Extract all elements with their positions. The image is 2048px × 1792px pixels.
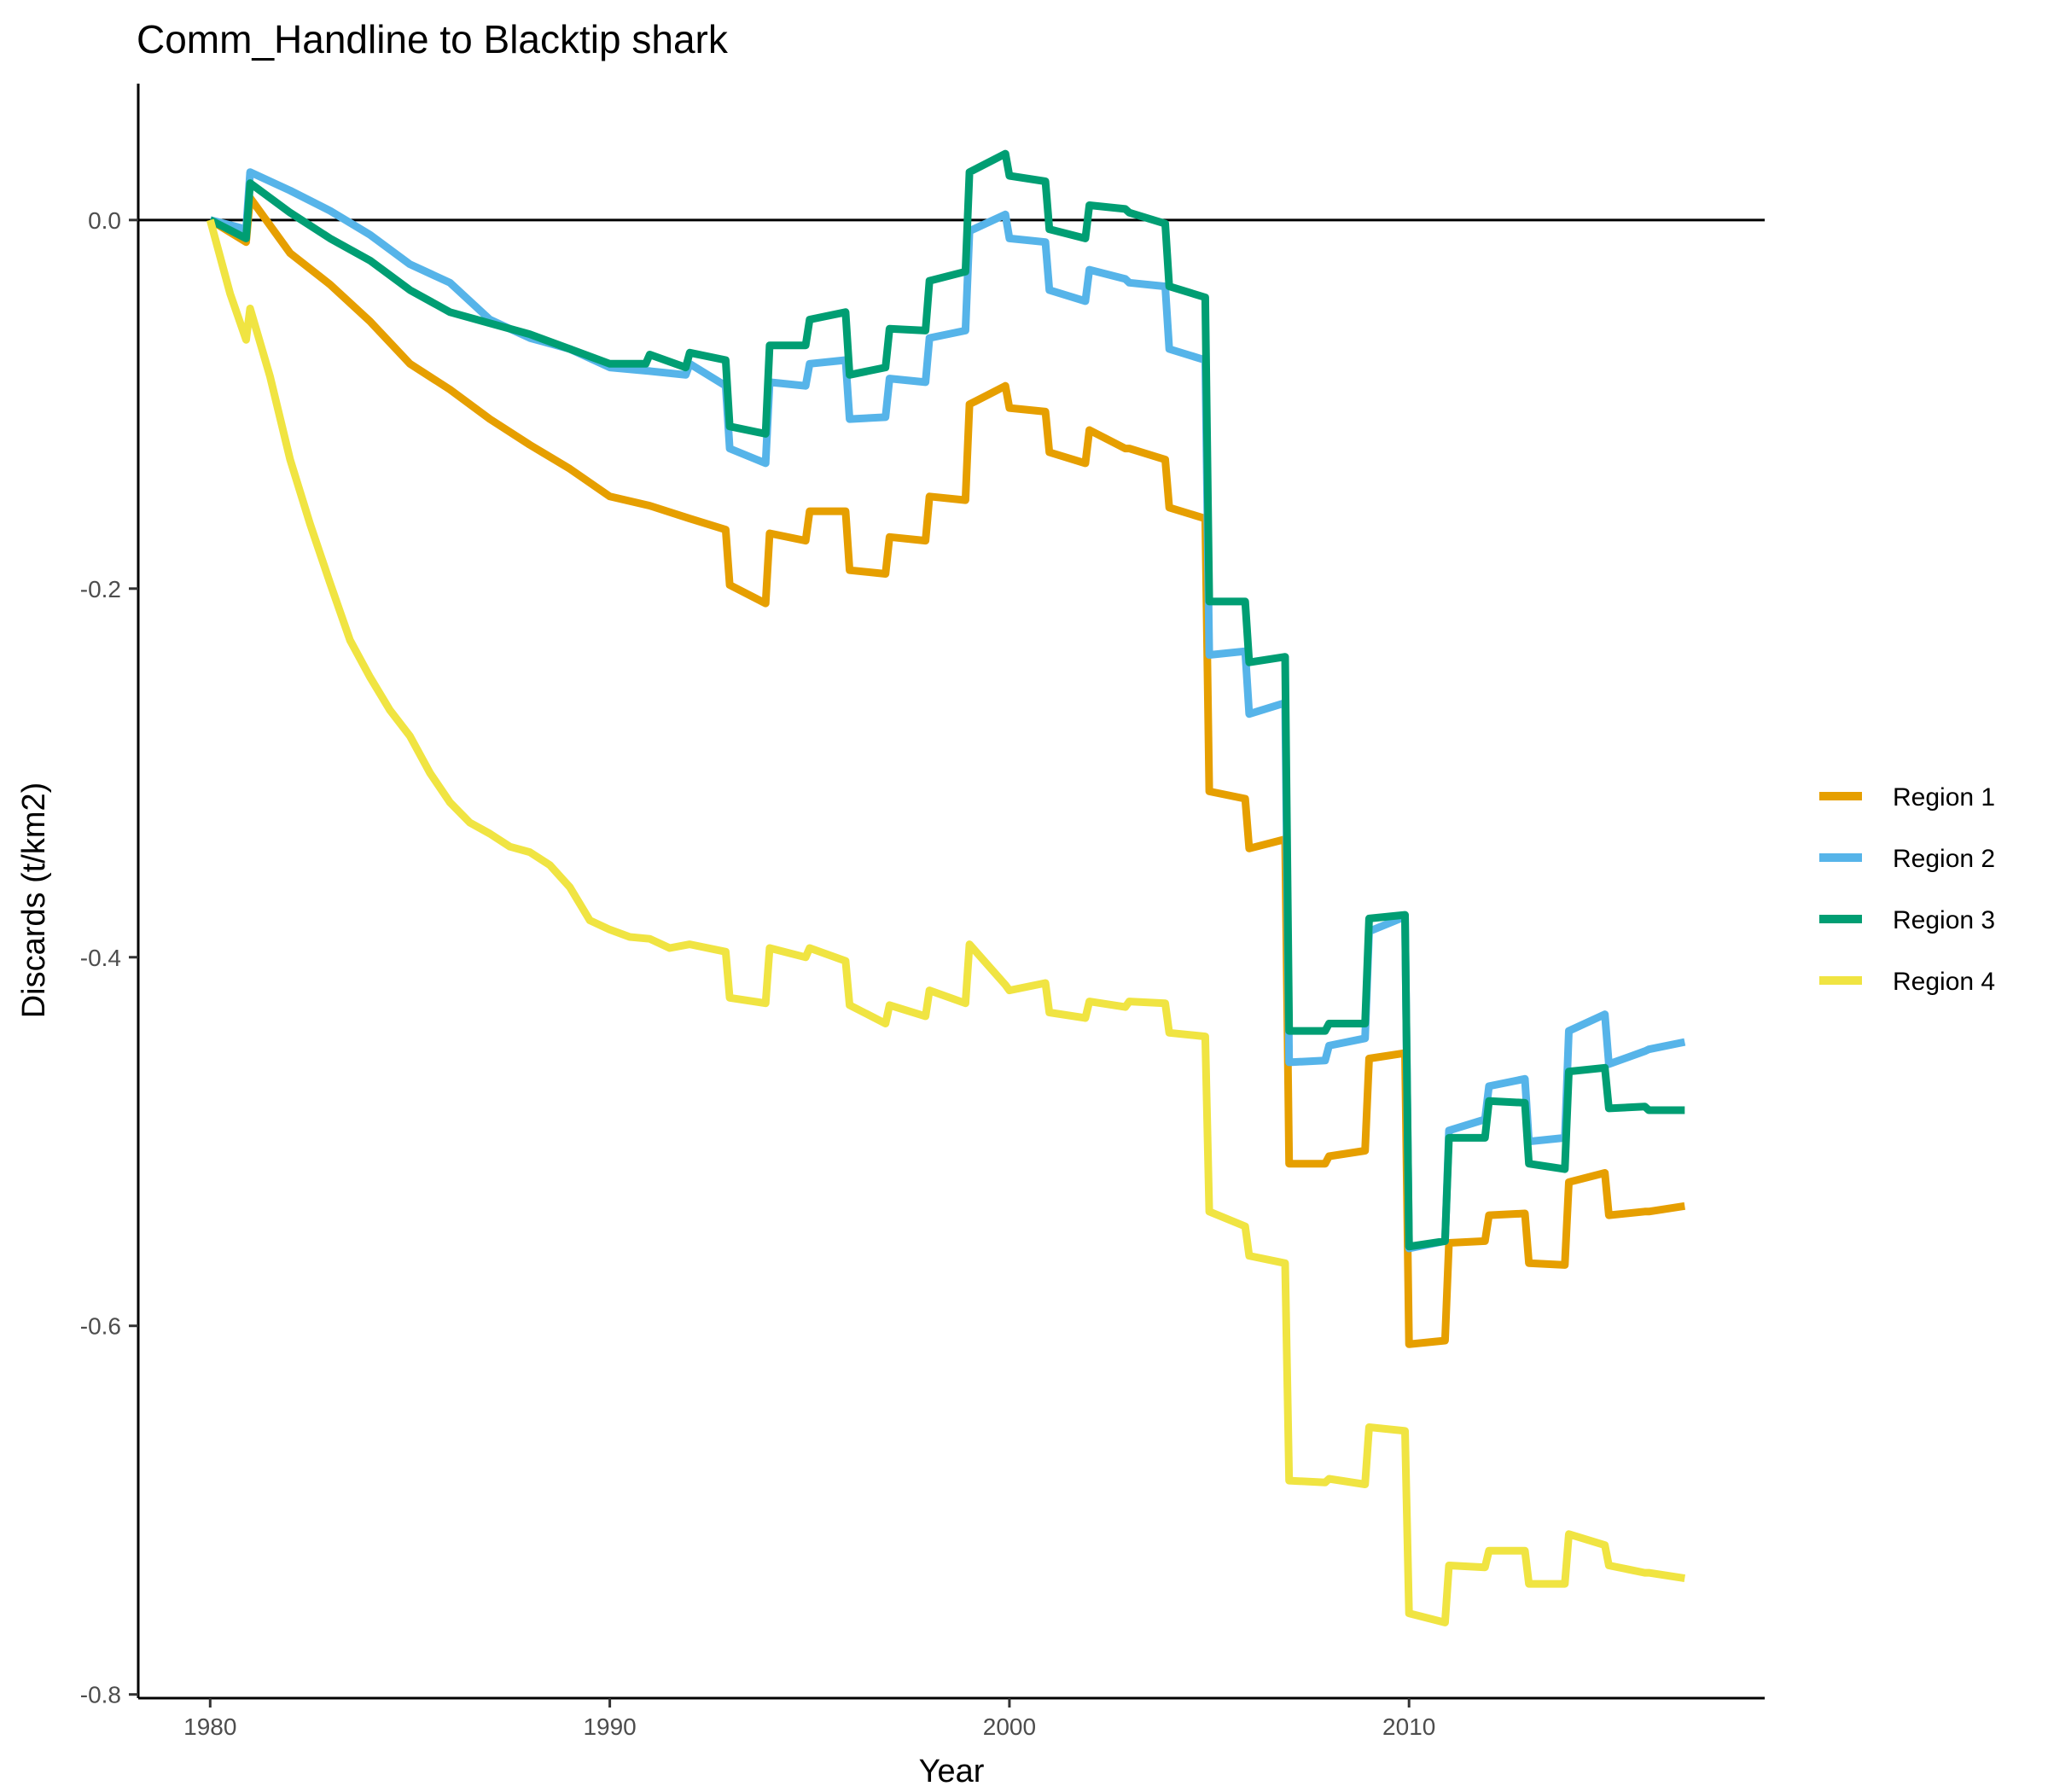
series-line-region-1	[207, 194, 1685, 1348]
series-line-region-3	[208, 149, 1685, 1251]
x-axis-title: Year	[919, 1754, 985, 1789]
y-axis-title: Discards (t/km2)	[16, 783, 52, 1019]
plot-area	[138, 149, 1765, 1626]
legend-label-region-3: Region 3	[1893, 906, 1995, 934]
legend-label-region-2: Region 2	[1893, 845, 1995, 873]
axes: 1980 1990 2000 2010 0.0 -0.2 -0.4 -0.6 -0.8	[80, 84, 1765, 1740]
y-tick-label: -0.2	[80, 576, 121, 602]
x-tick-label: 1990	[583, 1713, 636, 1740]
chart-title: Comm_Handline to Blacktip shark	[137, 17, 729, 61]
y-tick-label: -0.4	[80, 945, 121, 971]
x-tick-label: 1980	[183, 1713, 236, 1740]
series-line-region-4	[206, 218, 1685, 1626]
y-tick-label: -0.6	[80, 1313, 121, 1340]
legend: Region 1 Region 2 Region 3 Region 4	[1819, 783, 1995, 996]
legend-label-region-4: Region 4	[1893, 968, 1995, 996]
legend-label-region-1: Region 1	[1893, 783, 1995, 812]
y-tick-label: -0.8	[80, 1682, 121, 1708]
x-tick-label: 2000	[983, 1713, 1036, 1740]
y-tick-label: 0.0	[88, 207, 121, 234]
x-tick-label: 2010	[1382, 1713, 1435, 1740]
